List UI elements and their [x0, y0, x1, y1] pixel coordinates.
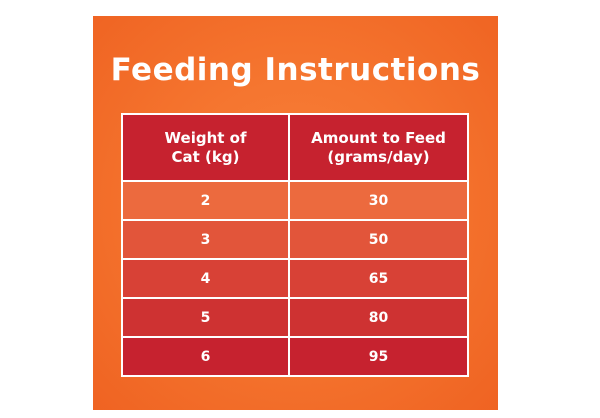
table-row: 6 95: [123, 338, 467, 375]
weight-cell: 2: [123, 182, 289, 219]
amount-cell: 80: [290, 299, 467, 336]
feeding-panel: Feeding Instructions Weight of Cat (kg) …: [93, 16, 498, 410]
table-row: 5 80: [123, 299, 467, 336]
table-row: 4 65: [123, 260, 467, 297]
amount-cell: 30: [290, 182, 467, 219]
table-row: 2 30: [123, 182, 467, 219]
amount-cell: 65: [290, 260, 467, 297]
table-row: 3 50: [123, 221, 467, 258]
weight-cell: 4: [123, 260, 289, 297]
weight-cell: 6: [123, 338, 289, 375]
weight-cell: 3: [123, 221, 289, 258]
feeding-table: Weight of Cat (kg) Amount to Feed (grams…: [121, 113, 469, 377]
header-weight: Weight of Cat (kg): [123, 115, 289, 180]
amount-cell: 95: [290, 338, 467, 375]
table-header-row: Weight of Cat (kg) Amount to Feed (grams…: [123, 115, 467, 180]
page-title: Feeding Instructions: [110, 52, 481, 88]
weight-cell: 5: [123, 299, 289, 336]
header-amount: Amount to Feed (grams/day): [290, 115, 467, 180]
amount-cell: 50: [290, 221, 467, 258]
